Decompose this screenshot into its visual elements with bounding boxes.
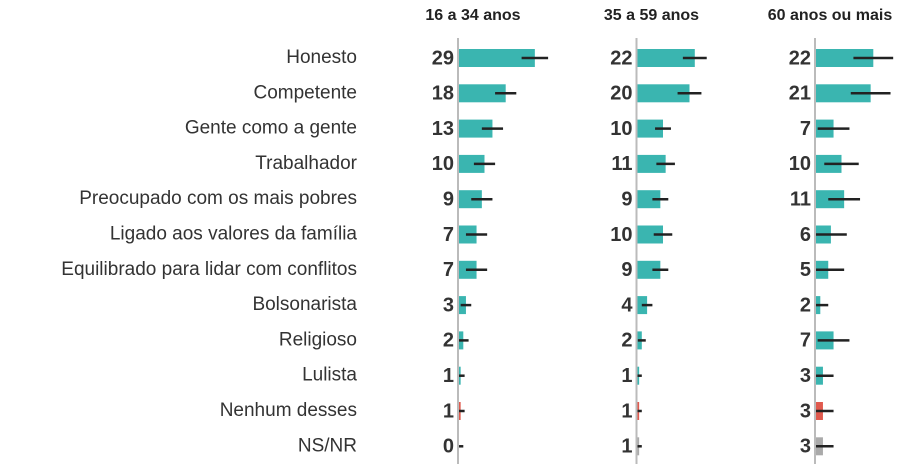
bar (636, 154, 666, 173)
value-label: 9 (621, 188, 632, 210)
bar (815, 84, 871, 103)
category-label: Religioso (279, 329, 357, 350)
value-label: 22 (610, 47, 632, 69)
value-label: 3 (800, 436, 811, 458)
value-label: 13 (432, 118, 454, 140)
value-label: 2 (800, 294, 811, 316)
category-label: Bolsonarista (252, 294, 357, 315)
category-label: Competente (253, 82, 357, 103)
panel-title: 60 anos ou mais (768, 7, 893, 24)
value-label: 5 (800, 259, 811, 281)
panel-title: 35 a 59 anos (604, 7, 699, 24)
category-label: Gente como a gente (185, 118, 357, 139)
value-label: 10 (789, 153, 811, 175)
value-label: 3 (443, 294, 454, 316)
value-label: 7 (443, 259, 454, 281)
value-label: 3 (800, 400, 811, 422)
value-label: 10 (432, 153, 454, 175)
value-label: 1 (443, 365, 454, 387)
category-label: Trabalhador (255, 153, 357, 174)
value-label: 10 (610, 118, 632, 140)
bar (636, 260, 661, 279)
category-label: Equilibrado para lidar com conflitos (61, 259, 357, 280)
value-label: 1 (443, 400, 454, 422)
value-label: 3 (800, 365, 811, 387)
value-label: 11 (790, 188, 811, 210)
category-label: Nenhum desses (220, 400, 357, 421)
value-label: 4 (621, 294, 633, 316)
value-label: 6 (800, 224, 811, 246)
value-label: 22 (789, 47, 811, 69)
bar (636, 119, 663, 138)
value-label: 1 (621, 436, 632, 458)
value-label: 21 (789, 83, 811, 105)
category-label: Ligado aos valores da família (110, 224, 358, 245)
value-label: 9 (443, 188, 454, 210)
bar (815, 49, 874, 67)
bar (458, 190, 482, 209)
bar (636, 225, 663, 244)
value-label: 2 (443, 330, 454, 352)
value-label: 29 (432, 47, 454, 69)
value-label: 1 (621, 365, 632, 387)
value-label: 2 (621, 330, 632, 352)
category-label: NS/NR (298, 435, 357, 456)
value-label: 0 (443, 436, 454, 458)
value-label: 7 (443, 224, 454, 246)
bar (458, 84, 506, 103)
bar (458, 49, 535, 67)
value-label: 7 (800, 118, 811, 140)
panel-title: 16 a 34 anos (425, 7, 520, 24)
value-label: 18 (432, 83, 454, 105)
value-label: 20 (610, 83, 632, 105)
value-label: 10 (610, 224, 632, 246)
bar (458, 154, 485, 173)
category-label: Lulista (302, 365, 357, 386)
bar (636, 190, 661, 209)
value-label: 9 (621, 259, 632, 281)
value-label: 11 (611, 153, 632, 175)
category-label: Honesto (286, 47, 357, 68)
bar (636, 84, 690, 103)
value-label: 7 (800, 330, 811, 352)
bar (636, 49, 695, 67)
value-label: 1 (621, 400, 632, 422)
bar (458, 119, 493, 138)
category-label: Preocupado com os mais pobres (79, 188, 357, 209)
